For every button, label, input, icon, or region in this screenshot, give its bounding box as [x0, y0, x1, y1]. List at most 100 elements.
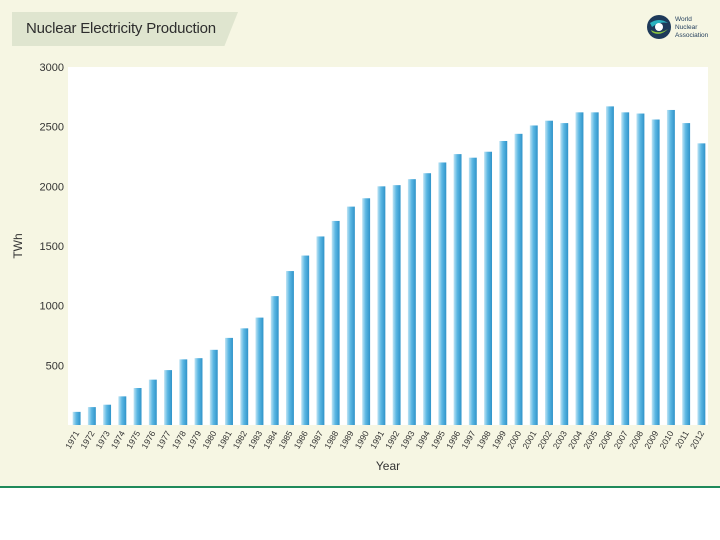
x-tick-label: 1994 — [414, 429, 432, 451]
x-tick-label: 1981 — [216, 429, 234, 451]
x-tick-label: 2010 — [657, 429, 675, 451]
x-tick-label: 2003 — [551, 429, 569, 451]
bar-1993 — [407, 179, 416, 425]
bar-2004 — [575, 112, 584, 425]
x-tick-label: 2001 — [520, 429, 538, 451]
bar-1983 — [255, 317, 264, 425]
x-tick-label: 1980 — [200, 429, 218, 451]
x-tick-label: 2009 — [642, 429, 660, 451]
x-tick-label: 1973 — [94, 429, 112, 451]
page-title: Nuclear Electricity Production — [26, 20, 216, 37]
y-tick-label: 2000 — [40, 181, 64, 193]
y-tick-label: 2500 — [40, 122, 64, 134]
x-tick-label: 2004 — [566, 429, 584, 451]
x-tick-label: 1974 — [109, 429, 127, 451]
bar-2006 — [605, 106, 614, 425]
x-tick-label: 1978 — [170, 429, 188, 451]
bar-2001 — [529, 125, 538, 425]
bar-1989 — [346, 206, 355, 425]
x-tick-label: 2008 — [627, 429, 645, 451]
x-tick-label: 1975 — [124, 429, 142, 451]
bar-1977 — [164, 370, 173, 425]
bar-1991 — [377, 186, 386, 425]
x-tick-label: 2005 — [581, 429, 599, 451]
bar-1987 — [316, 236, 325, 425]
plot-area — [68, 67, 708, 425]
wna-logo: World Nuclear Association — [646, 14, 716, 44]
bar-1978 — [179, 359, 188, 425]
x-tick-label: 1984 — [261, 429, 279, 451]
bar-1997 — [468, 157, 477, 425]
x-tick-label: 1979 — [185, 429, 203, 451]
bar-1998 — [484, 151, 493, 426]
x-axis-title: Year — [376, 459, 400, 473]
x-tick-label: 1986 — [292, 429, 310, 451]
y-tick-label: 1000 — [40, 301, 64, 313]
x-tick-label: 1985 — [276, 429, 294, 451]
globe-logo-icon — [647, 15, 671, 39]
slide-background: Nuclear Electricity Production World Nuc… — [0, 0, 720, 487]
bar-1982 — [240, 328, 249, 425]
bar-1984 — [270, 296, 279, 425]
bar-1971 — [72, 411, 81, 425]
bar-2011 — [682, 123, 691, 425]
bar-2000 — [514, 133, 523, 425]
accent-divider — [0, 486, 720, 488]
bar-2010 — [666, 109, 675, 426]
x-tick-label: 1983 — [246, 429, 264, 451]
x-tick-label: 2012 — [688, 429, 706, 451]
x-tick-label: 1997 — [459, 429, 477, 451]
x-tick-label: 1971 — [63, 429, 81, 451]
bar-2009 — [651, 119, 660, 425]
x-tick-label: 1998 — [475, 429, 493, 451]
x-tick-label: 1989 — [337, 429, 355, 451]
bar-1985 — [285, 271, 294, 425]
bar-1975 — [133, 388, 142, 425]
bar-1986 — [301, 255, 310, 425]
bar-1999 — [499, 140, 508, 426]
bar-1988 — [331, 220, 340, 425]
x-tick-label: 1991 — [368, 429, 386, 451]
x-tick-label: 1976 — [139, 429, 157, 451]
x-tick-label: 1977 — [155, 429, 173, 451]
bar-1992 — [392, 185, 401, 425]
bar-2003 — [560, 123, 569, 425]
x-tick-label: 2007 — [612, 429, 630, 451]
y-tick-label: 3000 — [40, 62, 64, 74]
x-tick-label: 2002 — [536, 429, 554, 451]
bar-2005 — [590, 112, 599, 425]
x-tick-label: 1995 — [429, 429, 447, 451]
bar-1996 — [453, 154, 462, 426]
x-tick-label: 1990 — [353, 429, 371, 451]
bar-1990 — [362, 198, 371, 425]
x-tick-label: 1996 — [444, 429, 462, 451]
bar-1976 — [148, 379, 157, 425]
bar-1995 — [438, 162, 447, 425]
x-tick-label: 2000 — [505, 429, 523, 451]
bar-1994 — [423, 173, 432, 425]
x-tick-label: 2006 — [596, 429, 614, 451]
bar-2008 — [636, 113, 645, 425]
nuclear-production-chart: 500 1000 1500 2000 2500 3000 1971197219731974… — [11, 62, 708, 473]
y-tick-label: 1500 — [40, 241, 64, 253]
y-tick-label: 500 — [46, 360, 64, 372]
bar-1979 — [194, 358, 203, 425]
title-banner: Nuclear Electricity Production — [12, 12, 238, 46]
x-tick-label: 1993 — [398, 429, 416, 451]
bar-1981 — [225, 337, 233, 425]
bar-2007 — [621, 112, 630, 425]
x-tick-label: 1982 — [231, 429, 249, 451]
logo-text: World Nuclear Association — [675, 16, 709, 39]
bar-2012 — [697, 143, 706, 425]
x-tick-label: 1972 — [78, 429, 96, 451]
x-tick-label: 1999 — [490, 429, 508, 451]
bar-2002 — [545, 120, 553, 425]
bar-1972 — [87, 407, 96, 425]
bar-1980 — [209, 349, 218, 425]
x-tick-label: 1987 — [307, 429, 325, 451]
bar-1974 — [118, 396, 127, 425]
y-axis-title: TWh — [11, 233, 25, 258]
bar-1973 — [103, 404, 112, 425]
x-tick-label: 1988 — [322, 429, 340, 451]
x-tick-label: 1992 — [383, 429, 401, 451]
